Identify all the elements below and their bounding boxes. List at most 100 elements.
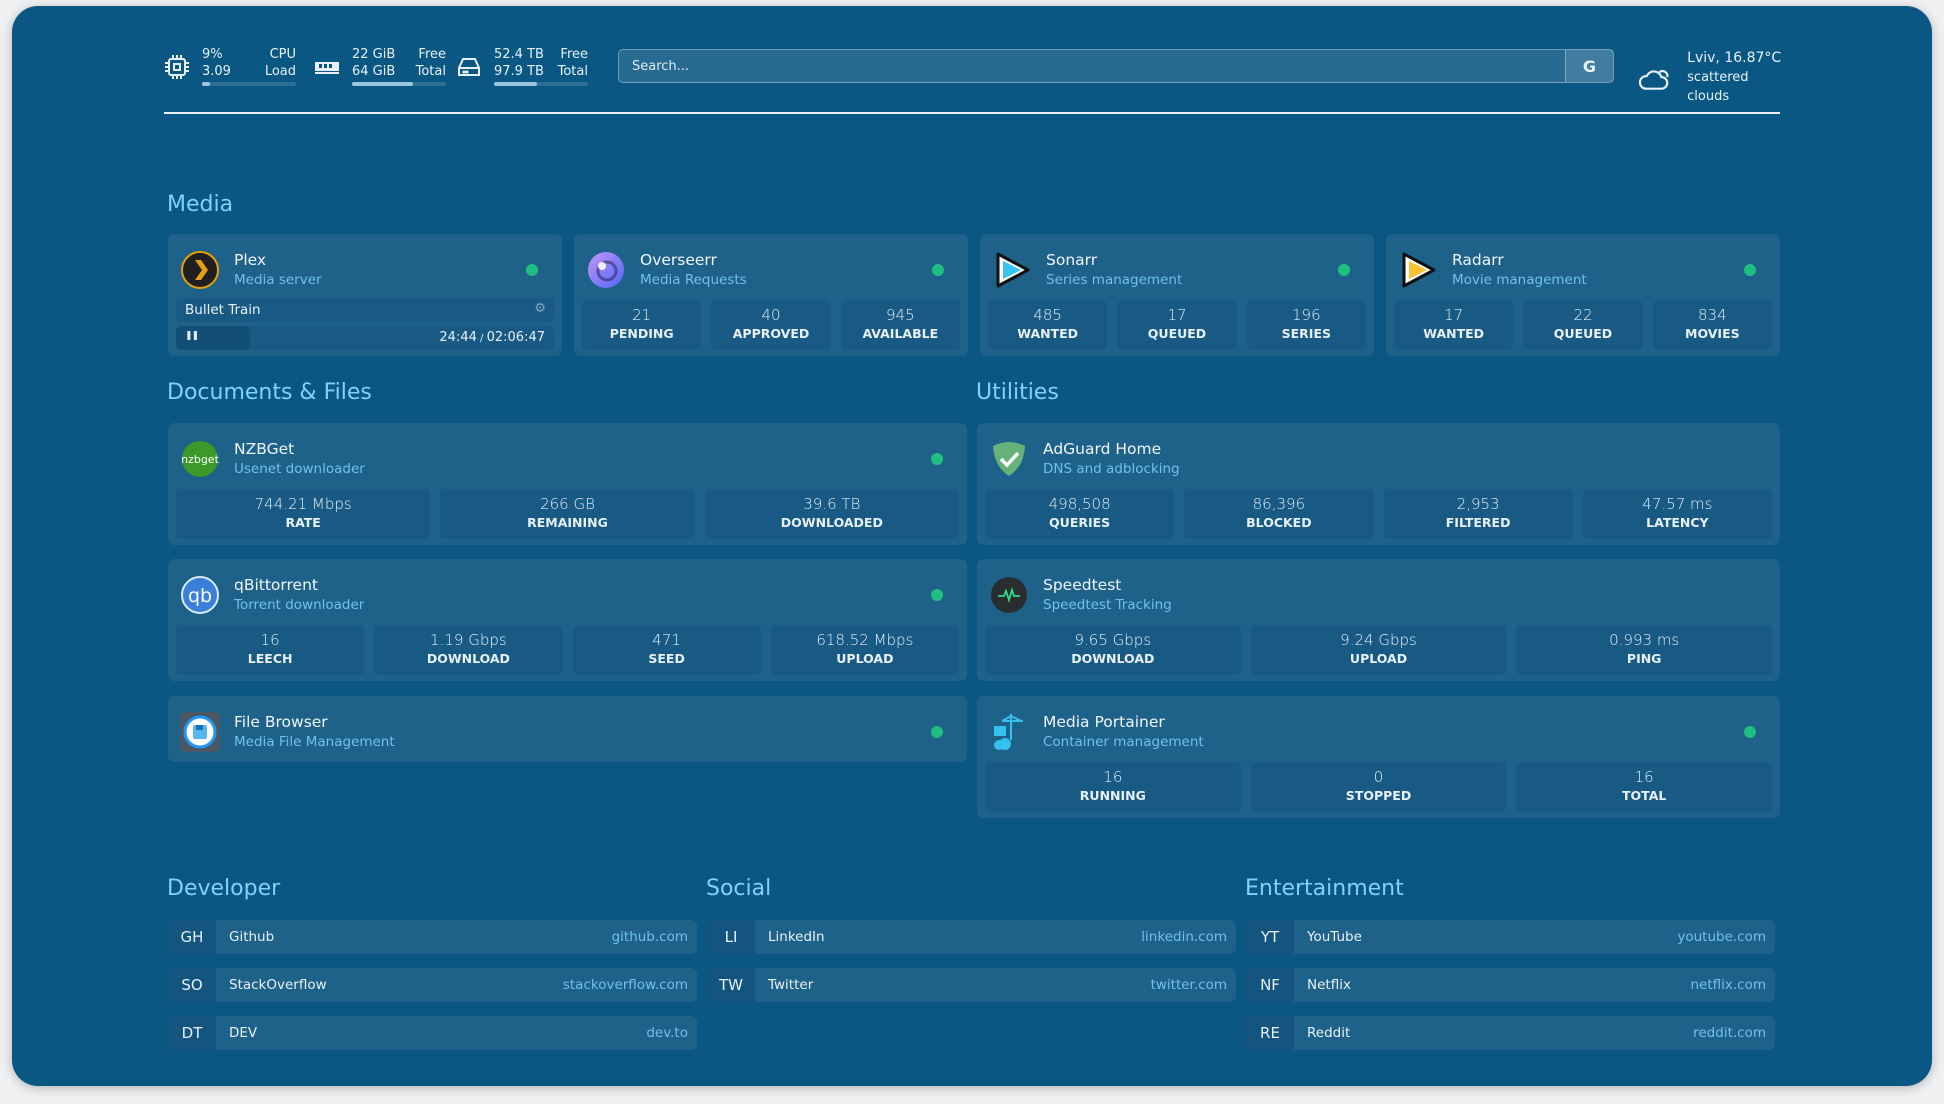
service-stats: 17 WANTED 22 QUEUED 834 MOVIES [1394, 300, 1772, 350]
service-card-qbittorrent[interactable]: qb qBittorrent Torrent downloader 16 LEECH 1.… [168, 559, 967, 681]
top-bar: 9% 3.09 CPU Load 22 GiB 64 GiB Free Total 52… [164, 40, 1792, 104]
service-description: Movie management [1452, 272, 1587, 288]
stat-label: QUEUED [1553, 326, 1613, 341]
service-card-overseerr[interactable]: Overseerr Media Requests 21 PENDING 40 APPROV… [574, 234, 968, 356]
service-card-portainer[interactable]: Media Portainer Container management 16 RUN… [977, 696, 1780, 818]
cpu-widget: 9% 3.09 CPU Load [164, 46, 296, 88]
stat-running: 16 RUNNING [985, 762, 1241, 812]
status-indicator [1744, 264, 1756, 276]
weather-widget: Lviv, 16.87°C scattered clouds [1638, 49, 1792, 106]
total-label: Total [415, 64, 446, 79]
bookmark-dev[interactable]: DT DEV dev.to [168, 1016, 697, 1050]
stat-value: 834 [1698, 306, 1727, 324]
bookmark-abbreviation: TW [707, 968, 755, 1002]
bookmark-youtube[interactable]: YT YouTube youtube.com [1246, 920, 1775, 954]
stat-label: WANTED [1017, 326, 1079, 341]
bookmark-name: Netflix [1294, 968, 1691, 1002]
stat-label: QUEUED [1147, 326, 1207, 341]
bookmark-name: StackOverflow [216, 968, 563, 1002]
stat-value: 9.24 Gbps [1340, 631, 1417, 649]
memory-bar-fill [352, 82, 414, 86]
bookmark-github[interactable]: GH Github github.com [168, 920, 697, 954]
stat-filtered: 2,953 FILTERED [1383, 489, 1573, 539]
stat-label: AVAILABLE [862, 326, 939, 341]
bookmark-twitter[interactable]: TW Twitter twitter.com [707, 968, 1236, 1002]
stat-label: MOVIES [1685, 326, 1740, 341]
service-description: DNS and adblocking [1043, 461, 1180, 477]
stat-wanted: 17 WANTED [1394, 300, 1514, 350]
bookmark-url: linkedin.com [1141, 920, 1236, 954]
stat-rate: 744.21 Mbps RATE [176, 489, 431, 539]
stat-latency: 47.57 ms LATENCY [1582, 489, 1772, 539]
memory-free: 22 GiB [352, 47, 396, 62]
service-card-filebrowser[interactable]: File Browser Media File Management [168, 696, 967, 762]
bookmark-name: YouTube [1294, 920, 1678, 954]
free-label: Free [418, 47, 446, 62]
time-separator: / [476, 333, 487, 344]
service-name: Speedtest [1043, 576, 1122, 594]
stat-total: 16 TOTAL [1516, 762, 1773, 812]
stat-label: DOWNLOADED [780, 515, 883, 530]
stat-queued: 17 QUEUED [1117, 300, 1237, 350]
now-playing-title: Bullet Train [185, 302, 261, 318]
stat-label: UPLOAD [1349, 651, 1408, 666]
section-title-media: Media [167, 192, 234, 217]
service-name: Sonarr [1046, 251, 1098, 269]
service-stats: 498,508 QUERIES 86,396 BLOCKED 2,953 FILTERED… [985, 489, 1772, 539]
bookmark-netflix[interactable]: NF Netflix netflix.com [1246, 968, 1775, 1002]
stat-download: 1.19 Gbps DOWNLOAD [374, 625, 563, 675]
stat-value: 16 [1103, 768, 1123, 786]
settings-icon[interactable]: ⚙ [534, 301, 546, 316]
service-card-sonarr[interactable]: Sonarr Series management 485 WANTED 17 QUEUED… [980, 234, 1374, 356]
bookmark-stackoverflow[interactable]: SO StackOverflow stackoverflow.com [168, 968, 697, 1002]
bookmark-reddit[interactable]: RE Reddit reddit.com [1246, 1016, 1775, 1050]
section-title-documents: Documents & Files [167, 380, 372, 405]
stat-label: APPROVED [732, 326, 810, 341]
service-card-plex[interactable]: Plex Media server Bullet Train ⚙ ❚❚ 24:44 / 0… [168, 234, 562, 356]
service-name: qBittorrent [234, 576, 318, 594]
service-name: Overseerr [640, 251, 717, 269]
pause-icon[interactable]: ❚❚ [185, 331, 199, 341]
stat-value: 196 [1292, 306, 1321, 324]
service-card-adguard[interactable]: AdGuard Home DNS and adblocking 498,508 QUE… [977, 423, 1780, 545]
free-label: Free [560, 47, 588, 62]
qbittorrent-icon: qb [180, 575, 220, 615]
service-name: Plex [234, 251, 267, 269]
playback-time: 24:44 / 02:06:47 [439, 330, 545, 345]
stat-upload: 9.24 Gbps UPLOAD [1250, 625, 1507, 675]
bookmark-linkedin[interactable]: LI LinkedIn linkedin.com [707, 920, 1236, 954]
service-description: Speedtest Tracking [1043, 597, 1172, 613]
entertainment-bookmarks: YT YouTube youtube.com NF Netflix netflix.com… [1246, 920, 1775, 1064]
bookmark-url: dev.to [646, 1016, 697, 1050]
stat-label: STOPPED [1345, 788, 1412, 803]
stat-label: BLOCKED [1246, 515, 1312, 530]
service-description: Usenet downloader [234, 461, 365, 477]
bookmark-abbreviation: RE [1246, 1016, 1294, 1050]
nzbget-icon: nzbget [180, 439, 220, 479]
speedtest-pulse-icon [989, 575, 1029, 615]
search-engine-button[interactable]: G [1565, 50, 1613, 82]
search-input[interactable] [619, 50, 1565, 82]
bookmark-name: LinkedIn [755, 920, 1142, 954]
bookmark-url: netflix.com [1690, 968, 1775, 1002]
load-label: Load [264, 64, 296, 79]
service-name: Radarr [1452, 251, 1504, 269]
service-card-nzbget[interactable]: nzbget NZBGet Usenet downloader 744.21 Mbps… [168, 423, 967, 545]
cpu-icon [165, 55, 189, 79]
stat-label: UPLOAD [836, 651, 894, 666]
service-card-speedtest[interactable]: Speedtest Speedtest Tracking 9.65 Gbps DOWN… [977, 559, 1780, 681]
bookmark-abbreviation: NF [1246, 968, 1294, 1002]
service-card-radarr[interactable]: Radarr Movie management 17 WANTED 22 QUEUED 83… [1386, 234, 1780, 356]
service-name: NZBGet [234, 440, 295, 458]
stat-value: 39.6 TB [803, 495, 861, 513]
stat-label: RATE [285, 515, 321, 530]
stat-stopped: 0 STOPPED [1250, 762, 1507, 812]
svg-text:nzbget: nzbget [181, 453, 219, 466]
stat-label: TOTAL [1622, 788, 1667, 803]
stat-label: PENDING [609, 326, 674, 341]
stat-upload: 618.52 Mbps UPLOAD [770, 625, 959, 675]
service-description: Media Requests [640, 272, 747, 288]
stat-value: 744.21 Mbps [254, 495, 352, 513]
memory-total: 64 GiB [352, 64, 396, 79]
service-stats: 9.65 Gbps DOWNLOAD 9.24 Gbps UPLOAD 0.993 ms… [985, 625, 1773, 675]
